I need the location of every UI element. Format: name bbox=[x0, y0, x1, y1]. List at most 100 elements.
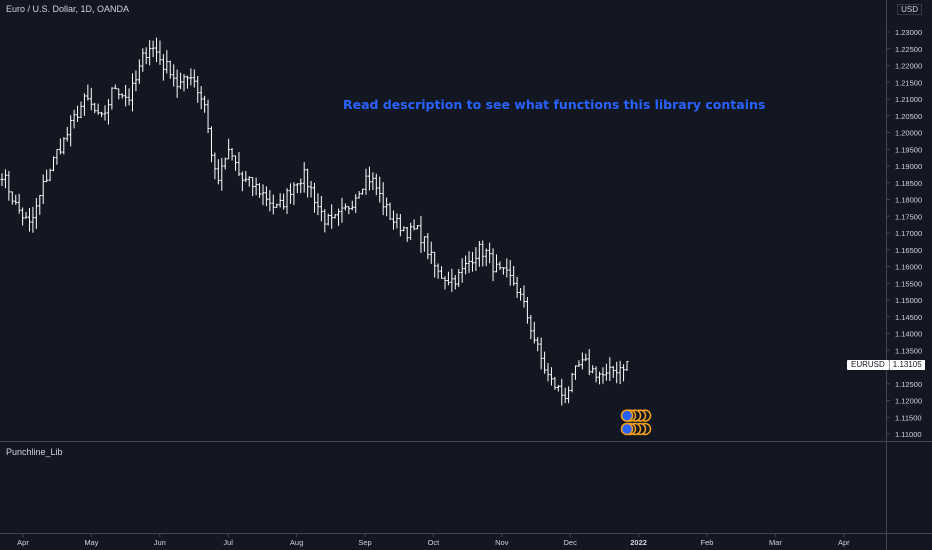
ohlc-bar bbox=[477, 240, 481, 267]
price-tick-label: 1.21000 bbox=[895, 95, 922, 104]
ohlc-bar bbox=[168, 60, 172, 79]
ohlc-bar bbox=[330, 204, 334, 229]
ohlc-bar bbox=[165, 50, 169, 74]
ohlc-bar bbox=[158, 40, 162, 65]
ohlc-bar bbox=[457, 269, 461, 288]
ohlc-bar bbox=[354, 194, 358, 213]
ohlc-bar bbox=[598, 371, 602, 385]
ohlc-bar bbox=[343, 203, 347, 211]
ohlc-bar bbox=[536, 337, 540, 352]
ohlc-bar bbox=[453, 275, 457, 290]
ohlc-bar bbox=[268, 190, 272, 212]
ohlc-bar bbox=[161, 54, 165, 81]
ohlc-bar bbox=[591, 365, 595, 374]
ohlc-bar bbox=[82, 93, 86, 116]
indicator-pane-title[interactable]: Punchline_Lib bbox=[6, 447, 63, 457]
ohlc-bar bbox=[319, 195, 323, 222]
price-tick-label: 1.19500 bbox=[895, 145, 922, 154]
ohlc-bar bbox=[467, 251, 471, 274]
ohlc-bar bbox=[192, 69, 196, 88]
ohlc-bar bbox=[141, 48, 145, 72]
price-tick-label: 1.18500 bbox=[895, 179, 922, 188]
time-axis[interactable]: Apr May Jun Jul Aug Sep Oct Nov Dec 2022 Feb Mar Apr bbox=[17, 533, 850, 547]
price-tick-label: 1.22000 bbox=[895, 62, 922, 71]
ohlc-bar bbox=[323, 209, 327, 233]
ohlc-bar bbox=[134, 70, 138, 92]
ohlc-bar bbox=[443, 276, 447, 290]
ohlc-bar bbox=[505, 258, 509, 278]
ohlc-bar bbox=[86, 84, 90, 101]
time-tick-label: Apr bbox=[17, 538, 29, 547]
currency-label[interactable]: USD bbox=[897, 4, 922, 15]
price-tick-label: 1.18000 bbox=[895, 196, 922, 205]
ohlc-bar bbox=[175, 69, 179, 98]
price-tick-label: 1.22500 bbox=[895, 45, 922, 54]
ohlc-bar bbox=[199, 86, 203, 110]
ohlc-bar bbox=[587, 349, 591, 376]
ohlc-bar bbox=[313, 182, 316, 213]
time-tick-label: Aug bbox=[290, 538, 303, 547]
ohlc-bar bbox=[422, 236, 426, 252]
time-tick-label: May bbox=[84, 538, 98, 547]
ohlc-bar bbox=[398, 213, 402, 237]
ohlc-bar bbox=[285, 188, 289, 215]
ohlc-bar bbox=[340, 197, 344, 223]
price-tick-label: 1.14500 bbox=[895, 313, 922, 322]
ohlc-bar bbox=[89, 87, 93, 111]
ohlc-bar bbox=[148, 40, 152, 66]
ohlc-bar bbox=[62, 137, 66, 155]
ohlc-bar bbox=[594, 366, 598, 383]
ohlc-bar bbox=[179, 72, 183, 90]
ohlc-bar bbox=[45, 169, 49, 183]
ohlc-bar bbox=[543, 351, 547, 374]
ohlc-bars bbox=[0, 37, 629, 406]
ohlc-bar bbox=[440, 266, 444, 279]
ohlc-bar bbox=[100, 111, 104, 118]
ohlc-bar bbox=[412, 219, 416, 231]
ohlc-bar bbox=[460, 258, 464, 283]
ohlc-bar bbox=[525, 297, 529, 324]
ohlc-bar bbox=[65, 126, 69, 142]
ohlc-bar bbox=[573, 365, 577, 380]
price-tick-label: 1.11500 bbox=[895, 413, 922, 422]
ohlc-bar bbox=[553, 376, 557, 390]
price-tick-label: 1.13500 bbox=[895, 346, 922, 355]
time-tick-label: 2022 bbox=[630, 538, 647, 547]
ohlc-bar bbox=[450, 268, 454, 292]
ohlc-bar bbox=[261, 184, 265, 206]
ohlc-bar bbox=[244, 171, 248, 183]
ohlc-bar bbox=[275, 203, 279, 208]
ohlc-bar bbox=[206, 99, 210, 134]
ohlc-bar bbox=[474, 247, 478, 271]
ohlc-bar bbox=[495, 254, 499, 273]
ohlc-bar bbox=[292, 182, 296, 205]
ohlc-bar bbox=[350, 200, 354, 211]
ohlc-bar bbox=[532, 321, 536, 344]
ohlc-bar bbox=[378, 176, 382, 203]
ohlc-bar bbox=[110, 87, 114, 110]
ohlc-bar bbox=[144, 47, 148, 65]
symbol-title[interactable]: Euro / U.S. Dollar, 1D, OANDA bbox=[6, 4, 130, 14]
ohlc-bar bbox=[481, 240, 485, 267]
ohlc-bar bbox=[124, 84, 128, 107]
ohlc-bar bbox=[560, 378, 564, 406]
price-axis[interactable]: 1.23000 1.22500 1.22000 1.21500 1.21000 1.205… bbox=[886, 28, 922, 439]
ohlc-bar bbox=[361, 188, 365, 195]
ohlc-bar bbox=[247, 176, 251, 187]
ohlc-bar bbox=[519, 287, 523, 301]
ohlc-bar bbox=[151, 40, 155, 58]
signal-markers bbox=[620, 409, 652, 436]
time-tick-label: Mar bbox=[769, 538, 782, 547]
price-tick-label: 1.20500 bbox=[895, 112, 922, 121]
ohlc-bar bbox=[209, 126, 213, 163]
ohlc-bar bbox=[72, 109, 76, 129]
ohlc-bar bbox=[203, 95, 207, 113]
ohlc-bar bbox=[570, 372, 574, 393]
ohlc-bar bbox=[347, 206, 351, 215]
ohlc-bar bbox=[106, 99, 110, 125]
price-tick-label: 1.16000 bbox=[895, 263, 922, 272]
ohlc-bar bbox=[278, 193, 282, 208]
ohlc-bar bbox=[391, 210, 395, 230]
price-tick-label: 1.12500 bbox=[895, 380, 922, 389]
ohlc-bar bbox=[234, 155, 238, 171]
